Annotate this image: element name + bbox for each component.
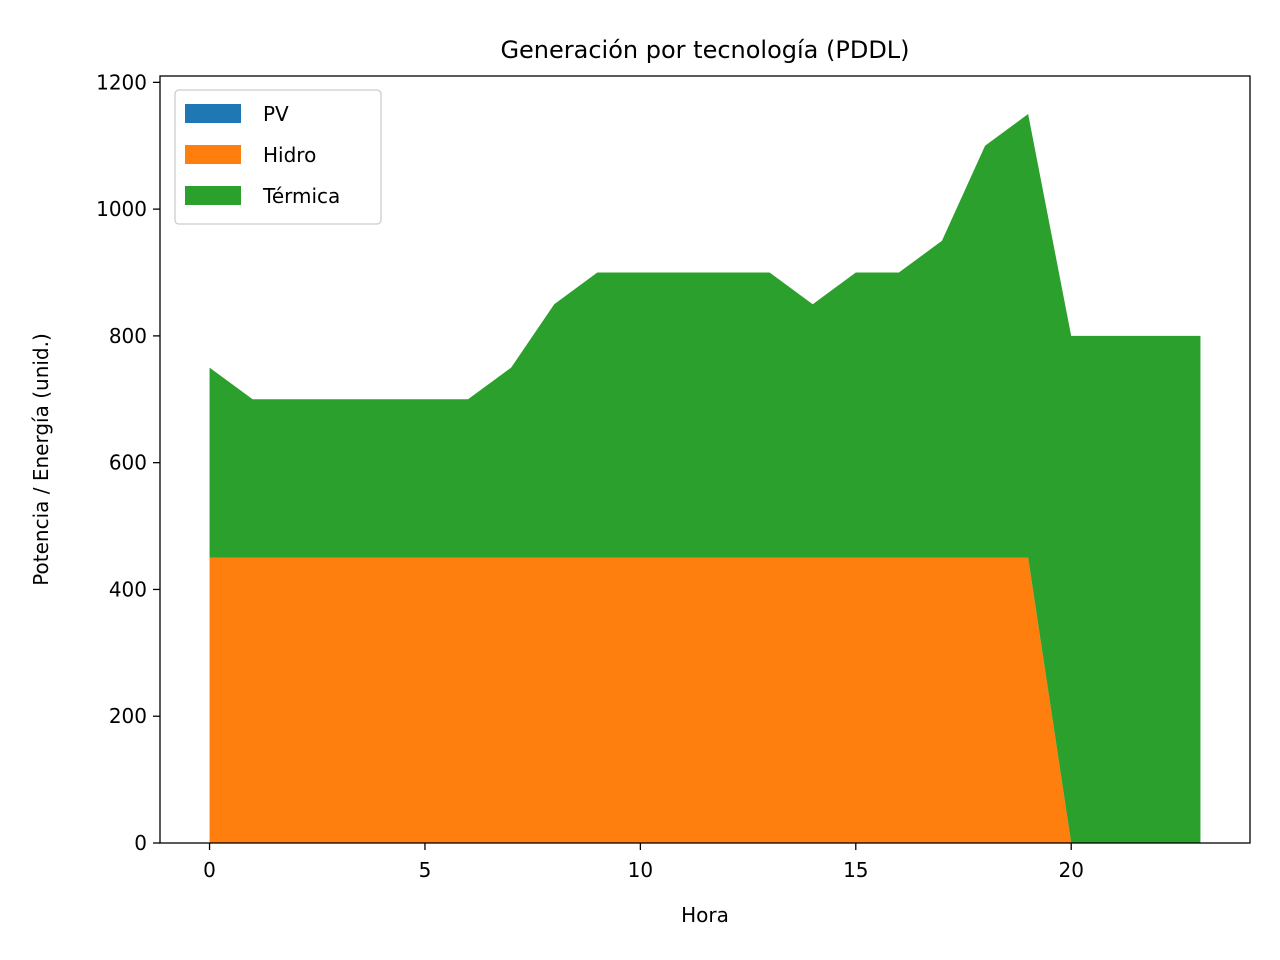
legend-label-térmica: Térmica	[262, 184, 340, 208]
chart-title: Generación por tecnología (PDDL)	[500, 36, 909, 64]
x-tick-label: 0	[203, 858, 216, 882]
y-tick-label: 800	[109, 324, 147, 348]
y-tick-label: 1000	[96, 197, 147, 221]
y-tick-label: 200	[109, 704, 147, 728]
y-tick-label: 1200	[96, 70, 147, 94]
y-tick-label: 600	[109, 451, 147, 475]
x-tick-label: 20	[1058, 858, 1083, 882]
legend-swatch-hidro	[185, 145, 241, 164]
y-tick-label: 400	[109, 577, 147, 601]
plot-frame	[159, 75, 1251, 844]
area-térmica	[209, 114, 1201, 843]
legend-label-pv: PV	[263, 102, 289, 126]
area-layers	[209, 114, 1201, 843]
y-axis-label: Potencia / Energía (unid.)	[29, 333, 53, 586]
legend-swatch-térmica	[185, 186, 241, 205]
x-tick-label: 5	[419, 858, 432, 882]
legend: PV Hidro Térmica	[174, 89, 382, 225]
x-tick-label: 15	[843, 858, 868, 882]
x-axis-label: Hora	[681, 903, 729, 927]
y-axis: 0 200 400 600 800 1000 1200	[96, 70, 160, 855]
legend-swatch-pv	[185, 104, 241, 123]
area-hidro	[209, 557, 1201, 843]
x-axis: 0 5 10 15 20	[203, 843, 1084, 882]
x-tick-label: 10	[628, 858, 653, 882]
y-tick-label: 0	[134, 831, 147, 855]
legend-label-hidro: Hidro	[263, 143, 316, 167]
